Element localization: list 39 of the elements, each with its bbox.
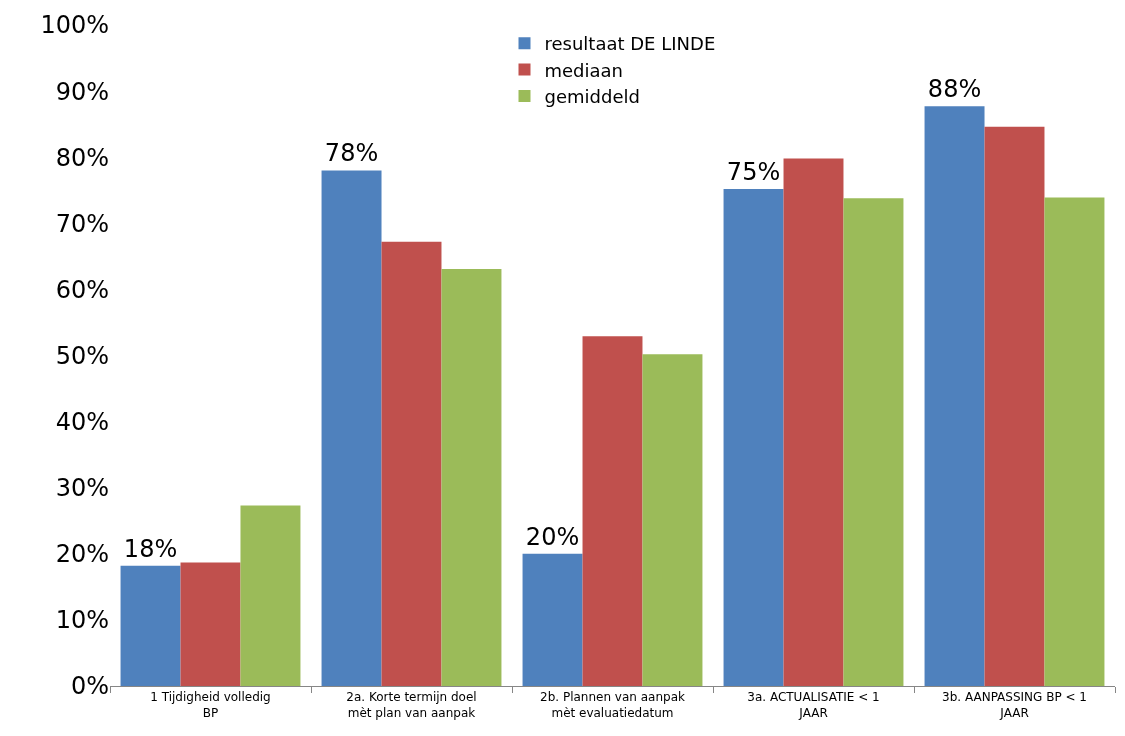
bar <box>984 126 1045 686</box>
data-label: 88% <box>927 75 982 104</box>
y-tick-label: 40% <box>55 408 109 436</box>
y-tick-label: 100% <box>40 11 109 40</box>
y-tick-label: 30% <box>55 474 109 503</box>
bar <box>240 505 301 686</box>
bar <box>924 106 985 686</box>
y-tick-label: 90% <box>55 77 109 106</box>
x-tick-label: 2a. Korte termijn doel mèt plan van aanpak <box>346 690 477 720</box>
bar <box>180 562 241 686</box>
bar <box>381 241 442 686</box>
y-tick-label: 80% <box>55 143 109 172</box>
bar <box>1044 197 1105 686</box>
bar <box>120 565 181 686</box>
legend-label: resultaat DE LINDE <box>544 33 716 55</box>
bar <box>321 170 382 686</box>
bar <box>723 188 784 686</box>
x-tick-label: 3a. ACTUALISATIE < 1 JAAR <box>747 690 880 720</box>
y-tick-label: 10% <box>55 606 109 635</box>
legend-label: gemiddeld <box>544 86 640 108</box>
bar <box>843 198 904 686</box>
y-tick-label: 50% <box>55 341 109 370</box>
bar <box>642 354 703 686</box>
data-label: 78% <box>324 139 379 168</box>
y-tick-label: 20% <box>55 540 109 569</box>
bar <box>441 268 502 686</box>
x-tick-label: 2b. Plannen van aanpak mèt evaluatiedatum <box>540 690 686 720</box>
bar <box>582 336 643 686</box>
y-tick-label: 60% <box>55 275 109 304</box>
data-label: 18% <box>123 534 178 563</box>
y-tick-label: 0% <box>70 672 109 701</box>
data-label: 20% <box>525 522 580 551</box>
legend-label: mediaan <box>544 59 624 81</box>
bar <box>783 158 844 686</box>
bar <box>522 553 583 686</box>
y-tick-label: 70% <box>55 209 109 238</box>
x-tick-label: 3b. AANPASSING BP < 1 JAAR <box>942 690 1087 720</box>
data-label: 75% <box>726 157 781 186</box>
x-tick-label: 1 Tijdigheid volledig BP <box>150 690 271 720</box>
